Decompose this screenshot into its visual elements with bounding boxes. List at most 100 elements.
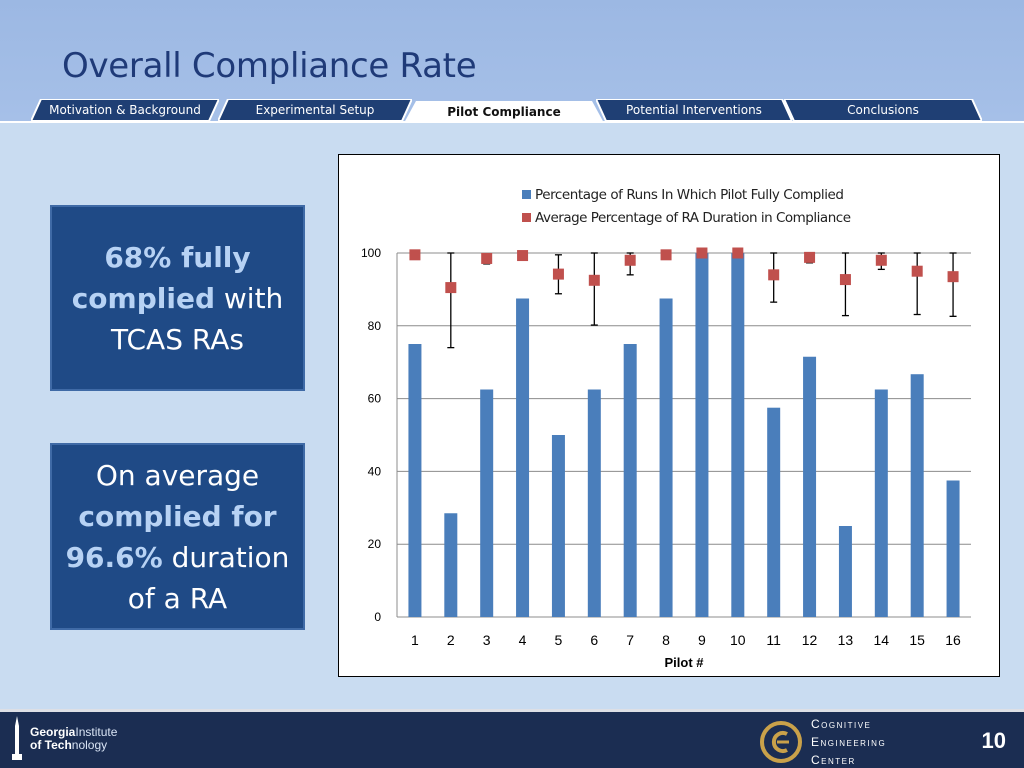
data-marker: [768, 269, 780, 281]
data-marker: [732, 247, 744, 259]
tower-icon: [12, 716, 22, 760]
slide-footer: [0, 709, 1024, 768]
cec-emblem-icon: [760, 721, 802, 763]
data-marker: [839, 274, 851, 286]
data-marker: [696, 247, 708, 259]
legend-swatch: [522, 213, 531, 222]
x-tick-label: 7: [626, 632, 634, 648]
callout-average-compliance: On average complied for 96.6% duration o…: [50, 443, 305, 630]
bar: [408, 344, 422, 617]
georgia-tech-logo: GeorgiaInstitute of Technology: [10, 716, 117, 762]
tab-conclusions[interactable]: Conclusions: [784, 99, 982, 121]
x-tick-label: 5: [555, 632, 563, 648]
page-number: 10: [981, 728, 1006, 753]
section-nav: Motivation & Background Experimental Set…: [0, 99, 1024, 123]
bar: [803, 356, 817, 617]
data-marker: [552, 268, 564, 280]
tab-label: Conclusions: [847, 103, 919, 117]
x-tick-label: 15: [909, 632, 925, 648]
callout-pre: On average: [95, 458, 260, 492]
gt-line1-light: Institute: [75, 725, 118, 739]
tab-shape: [784, 99, 982, 121]
x-tick-label: 6: [590, 632, 598, 648]
y-tick-label: 0: [374, 610, 381, 624]
bar: [910, 374, 924, 617]
y-tick-label: 40: [368, 464, 382, 478]
bar: [444, 513, 458, 617]
data-marker: [409, 249, 421, 261]
x-tick-label: 1: [411, 632, 419, 648]
slide-title: Overall Compliance Rate: [62, 46, 477, 86]
tab-motivation-background[interactable]: Motivation & Background: [31, 99, 219, 121]
bar: [838, 526, 852, 617]
tab-experimental-setup[interactable]: Experimental Setup: [218, 99, 412, 121]
tab-shape: [31, 99, 219, 121]
x-tick-label: 4: [519, 632, 527, 648]
data-marker: [660, 249, 672, 261]
tab-label: Motivation & Background: [49, 103, 201, 117]
x-tick-label: 3: [483, 632, 491, 648]
data-marker: [947, 271, 959, 283]
bar: [480, 389, 494, 617]
y-tick-label: 80: [368, 319, 382, 333]
footer-divider: [0, 709, 1024, 712]
callout-highlight: complied for 96.6%: [65, 499, 277, 574]
data-marker: [624, 254, 636, 266]
bar: [587, 389, 601, 617]
x-tick-label: 14: [874, 632, 890, 648]
x-tick-label: 8: [662, 632, 670, 648]
bar: [946, 480, 960, 617]
callout-full-compliance: 68% fully complied with TCAS RAs: [50, 205, 305, 391]
compliance-chart: 0 20 40 60 80 100 1 2 3 4 5 6 7 8 9 10 11 12 13 14 15 16 Pilot…: [338, 154, 1000, 677]
data-marker: [911, 265, 923, 277]
cec-line2: Engineering: [811, 735, 887, 749]
data-marker: [445, 282, 457, 294]
y-tick-label: 100: [361, 246, 381, 260]
gt-line1-bold: Georgia: [30, 725, 76, 739]
cec-line1: Cognitive: [811, 717, 872, 731]
callout-highlight: 68% fully complied: [71, 240, 251, 315]
gt-line2-bold: of Tech: [30, 738, 72, 752]
x-tick-label: 11: [766, 632, 781, 648]
x-tick-label: 9: [698, 632, 706, 648]
data-marker: [875, 254, 887, 266]
x-tick-label: 10: [730, 632, 746, 648]
x-tick-label: 2: [447, 632, 455, 648]
x-tick-label: 13: [838, 632, 854, 648]
x-tick-label: 16: [945, 632, 961, 648]
bar: [516, 298, 530, 617]
legend-label: Average Percentage of RA Duration in Com…: [535, 210, 851, 226]
cec-line3: Center: [811, 753, 856, 767]
gt-line2-light: nology: [71, 738, 108, 752]
data-marker: [804, 251, 816, 263]
bar: [731, 253, 745, 617]
bar: [767, 407, 781, 617]
tab-label: Potential Interventions: [626, 103, 762, 117]
callout-rest: duration of a RA: [127, 540, 290, 615]
bar: [659, 298, 673, 617]
cec-logo: Cognitive Engineering Center: [759, 715, 886, 768]
tab-shape: [596, 99, 792, 121]
callout-text: 68% fully complied with TCAS RAs: [66, 237, 289, 360]
data-marker: [588, 274, 600, 286]
x-axis-title: Pilot #: [664, 655, 704, 670]
bar: [623, 344, 637, 617]
tab-label: Pilot Compliance: [447, 105, 561, 119]
tab-pilot-compliance[interactable]: Pilot Compliance: [404, 101, 604, 123]
tab-label: Experimental Setup: [255, 103, 375, 117]
tab-potential-interventions[interactable]: Potential Interventions: [596, 99, 792, 121]
tab-shape: [218, 99, 412, 121]
data-marker: [517, 250, 529, 262]
x-tick-label: 12: [802, 632, 818, 648]
bar: [874, 389, 888, 617]
y-tick-label: 60: [368, 392, 382, 406]
callout-text: On average complied for 96.6% duration o…: [62, 455, 293, 619]
legend-swatch: [522, 190, 531, 199]
bar: [551, 435, 565, 617]
data-marker: [481, 252, 493, 264]
bar: [695, 253, 709, 617]
tab-shape: [404, 101, 604, 123]
callout-rest: with TCAS RAs: [111, 281, 284, 356]
legend-label: Percentage of Runs In Which Pilot Fully …: [535, 187, 844, 203]
